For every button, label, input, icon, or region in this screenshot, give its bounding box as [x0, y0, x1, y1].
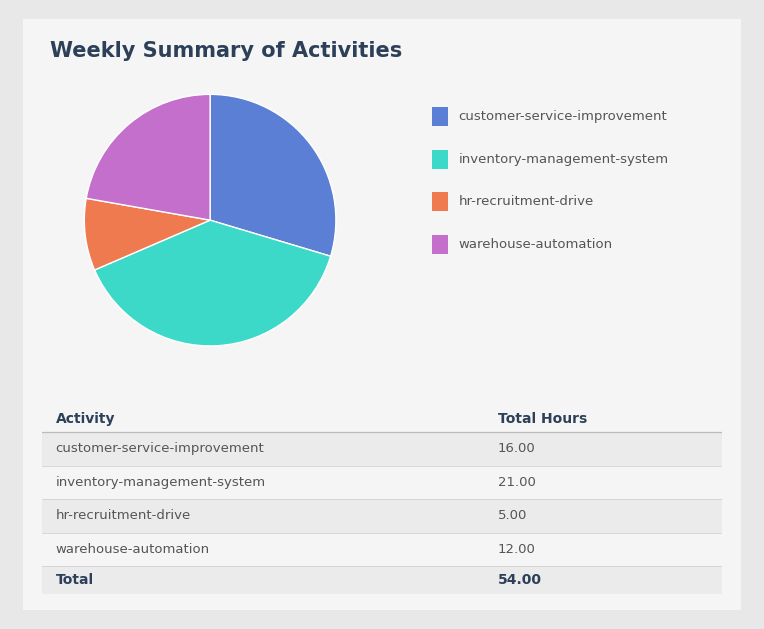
Wedge shape — [95, 220, 331, 346]
Text: warehouse-automation: warehouse-automation — [56, 543, 210, 556]
Text: 54.00: 54.00 — [497, 573, 542, 587]
Wedge shape — [84, 198, 210, 270]
Text: customer-service-improvement: customer-service-improvement — [458, 110, 667, 123]
Text: 5.00: 5.00 — [497, 509, 527, 522]
Bar — [42, 533, 722, 566]
Text: inventory-management-system: inventory-management-system — [56, 476, 266, 489]
Text: 12.00: 12.00 — [497, 543, 536, 556]
Text: Activity: Activity — [56, 412, 115, 426]
Bar — [42, 432, 722, 465]
Text: warehouse-automation: warehouse-automation — [458, 238, 613, 251]
Text: inventory-management-system: inventory-management-system — [458, 153, 668, 165]
Wedge shape — [210, 94, 336, 256]
Bar — [42, 465, 722, 499]
Text: Weekly Summary of Activities: Weekly Summary of Activities — [50, 41, 402, 61]
Text: 21.00: 21.00 — [497, 476, 536, 489]
Text: 16.00: 16.00 — [497, 442, 536, 455]
Wedge shape — [86, 94, 210, 220]
Text: hr-recruitment-drive: hr-recruitment-drive — [56, 509, 191, 522]
Bar — [42, 499, 722, 533]
Text: Total Hours: Total Hours — [497, 412, 587, 426]
Text: Total: Total — [56, 573, 94, 587]
Text: hr-recruitment-drive: hr-recruitment-drive — [458, 196, 594, 208]
Bar — [42, 566, 722, 594]
Text: customer-service-improvement: customer-service-improvement — [56, 442, 264, 455]
